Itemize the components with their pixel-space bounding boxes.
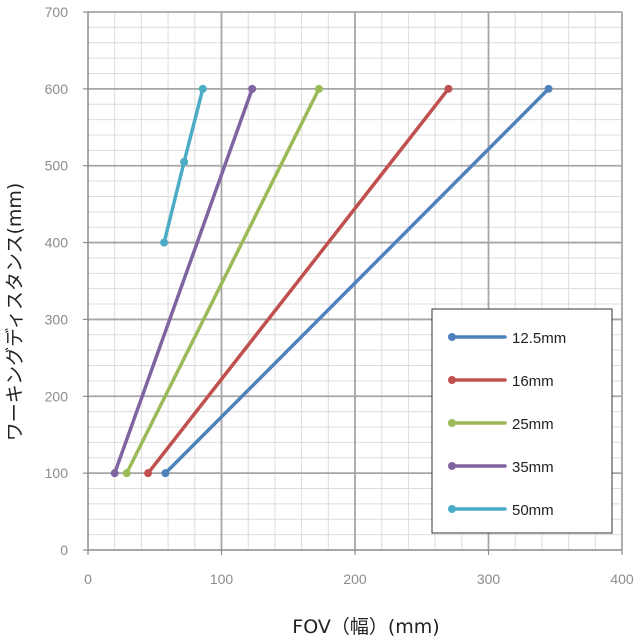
x-axis-title: FOV（幅）(mm) — [292, 616, 439, 638]
legend: 12.5mm 16mm 25mm 35mm 50mm — [431, 308, 613, 534]
series-50mm — [160, 84, 207, 247]
legend-box — [431, 308, 613, 534]
x-tick-label: 400 — [610, 571, 634, 587]
legend-item: 16mm — [448, 373, 554, 390]
x-tick-label: 200 — [343, 571, 367, 587]
legend-label: 16mm — [512, 373, 554, 390]
data-point — [110, 469, 119, 478]
legend-swatch-marker — [448, 419, 456, 427]
y-axis-title: ワーキングディスタンス(mm) — [4, 183, 26, 442]
series-line — [146, 87, 451, 475]
legend-item: 25mm — [448, 416, 554, 433]
legend-swatch-marker — [448, 505, 456, 513]
x-tick-label: 100 — [210, 571, 234, 587]
legend-swatch-marker — [448, 333, 456, 341]
data-point — [144, 469, 153, 478]
legend-item: 12.5mm — [448, 330, 566, 347]
y-tick-label: 0 — [60, 542, 68, 558]
data-point — [122, 469, 131, 478]
axes — [83, 11, 623, 555]
data-point — [198, 84, 207, 93]
data-point — [248, 84, 257, 93]
legend-label: 12.5mm — [512, 330, 566, 347]
series-line — [112, 87, 254, 475]
data-point — [160, 238, 169, 247]
series-line — [163, 87, 551, 475]
legend-item: 35mm — [448, 459, 554, 476]
series-12.5mm — [161, 84, 553, 478]
legend-label: 25mm — [512, 416, 554, 433]
data-point — [314, 84, 323, 93]
x-tick-label: 300 — [477, 571, 501, 587]
y-tick-label: 500 — [45, 158, 69, 174]
series-layer — [110, 84, 553, 478]
series-16mm — [144, 84, 453, 478]
data-point — [180, 157, 189, 166]
legend-label: 35mm — [512, 459, 554, 476]
legend-swatch-marker — [448, 462, 456, 470]
legend-swatch-marker — [448, 376, 456, 384]
data-point — [444, 84, 453, 93]
series-25mm — [122, 84, 323, 478]
data-point — [161, 469, 170, 478]
y-tick-label: 300 — [45, 311, 69, 327]
y-tick-label: 200 — [45, 388, 69, 404]
y-tick-label: 100 — [45, 465, 69, 481]
legend-item: 50mm — [448, 502, 554, 519]
y-tick-label: 700 — [45, 4, 69, 20]
data-point — [544, 84, 553, 93]
series-line — [124, 87, 321, 475]
x-tick-label: 0 — [84, 571, 92, 587]
series-35mm — [110, 84, 257, 478]
legend-label: 50mm — [512, 502, 554, 519]
y-tick-label: 600 — [45, 81, 69, 97]
tick-labels: 0 100 200 300 400 500 600 700 0 100 200 300 400 — [45, 4, 634, 587]
y-tick-label: 400 — [45, 235, 69, 251]
